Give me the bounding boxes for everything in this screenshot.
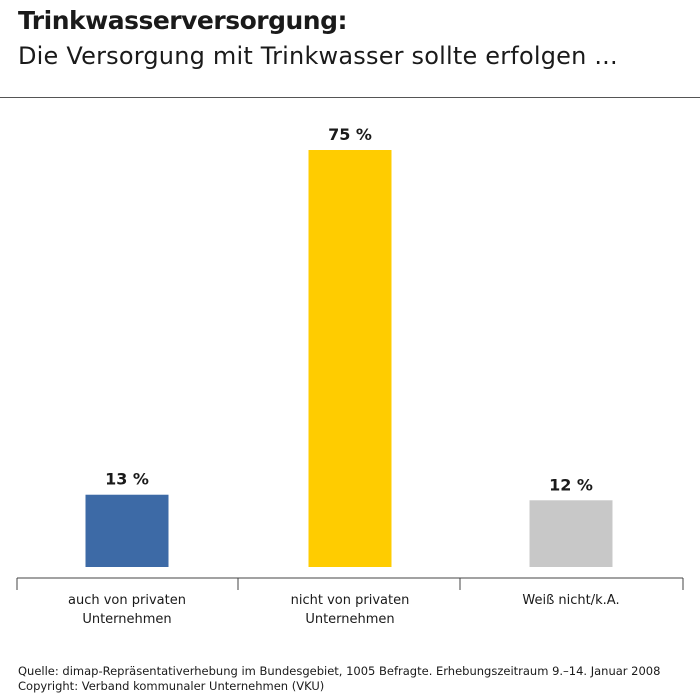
source-text: Quelle: dimap-Repräsentativerhebung im B…: [18, 664, 661, 678]
source-note: Quelle: dimap-Repräsentativerhebung im B…: [18, 664, 660, 694]
value-label-1: 13 %: [105, 470, 149, 489]
value-label-3: 12 %: [549, 475, 593, 494]
chart-subtitle: Die Versorgung mit Trinkwasser sollte er…: [18, 42, 618, 70]
value-label-2: 75 %: [328, 125, 372, 144]
bar-2: [308, 150, 392, 567]
category-label-1-line-1: auch von privaten: [68, 593, 186, 608]
title-divider: [0, 97, 700, 98]
bar-3: [529, 500, 613, 567]
category-label-3-line-1: Weiß nicht/k.A.: [522, 593, 619, 608]
category-label-2-line-2: Unternehmen: [305, 612, 394, 627]
copyright-text: Copyright: Verband kommunaler Unternehme…: [18, 679, 325, 693]
bar-1: [85, 494, 169, 567]
category-label-2-line-1: nicht von privaten: [291, 593, 410, 608]
chart-title: Trinkwasserversorgung:: [18, 6, 348, 35]
category-label-1-line-2: Unternehmen: [82, 612, 171, 627]
